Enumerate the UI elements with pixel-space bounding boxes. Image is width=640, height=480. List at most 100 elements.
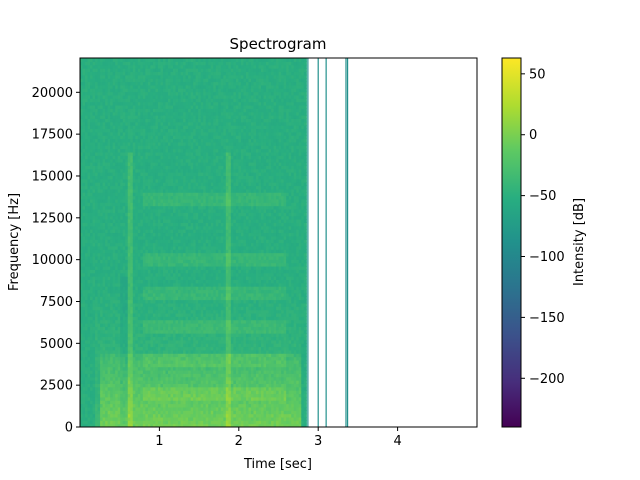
spectrogram-cell <box>178 115 182 119</box>
spectrogram-cell <box>120 195 124 200</box>
spectrogram-cell <box>140 366 144 371</box>
spectrogram-cell <box>102 279 106 284</box>
spectrogram-cell <box>87 306 91 311</box>
spectrogram-cell <box>162 329 167 334</box>
spectrogram-cell <box>190 289 194 294</box>
spectrogram-cell <box>107 420 111 425</box>
spectrogram-cell <box>95 276 99 280</box>
spectrogram-cell <box>175 416 179 421</box>
spectrogram-cell <box>170 376 174 381</box>
spectrogram-cell <box>82 232 86 237</box>
spectrogram-cell <box>150 161 154 166</box>
spectrogram-cell <box>112 168 116 173</box>
spectrogram-cell <box>127 168 131 173</box>
spectrogram-cell <box>147 229 151 234</box>
spectrogram-cell <box>152 71 157 76</box>
spectrogram-cell <box>105 319 109 324</box>
spectrogram-cell <box>80 219 84 223</box>
spectrogram-cell <box>173 312 177 317</box>
spectrogram-cell <box>82 376 86 381</box>
spectrogram-cell <box>105 369 109 374</box>
spectrogram-cell <box>122 309 126 314</box>
spectrogram-cell <box>87 255 91 260</box>
spectrogram-cell <box>127 98 131 103</box>
spectrogram-cell <box>162 178 167 183</box>
spectrogram-cell <box>132 255 136 260</box>
spectrogram-cell <box>165 306 169 311</box>
spectrogram-cell <box>120 373 124 378</box>
spectrogram-cell <box>122 138 126 143</box>
spectrogram-cell <box>137 202 141 207</box>
spectrogram-cell <box>100 88 104 93</box>
spectrogram-cell <box>122 151 126 156</box>
spectrogram-cell <box>127 135 131 140</box>
spectrogram-cell <box>170 71 174 76</box>
spectrogram-cell <box>180 115 184 119</box>
spectrogram-cell <box>175 363 179 368</box>
spectrogram-cell <box>178 202 182 207</box>
spectrogram-cell <box>127 71 131 76</box>
spectrogram-cell <box>145 423 149 427</box>
spectrogram-cell <box>127 255 131 260</box>
spectrogram-cell <box>190 61 194 66</box>
spectrogram-cell <box>157 390 162 395</box>
spectrogram-cell <box>193 356 197 361</box>
spectrogram-cell <box>117 101 121 106</box>
spectrogram-cell <box>117 68 121 73</box>
spectrogram-cell <box>125 195 129 200</box>
spectrogram-cell <box>188 172 192 176</box>
spectrogram-cell <box>183 373 187 378</box>
spectrogram-cell <box>185 336 189 341</box>
spectrogram-cell <box>140 363 144 368</box>
spectrogram-cell <box>137 403 141 408</box>
spectrogram-cell <box>117 111 121 116</box>
spectrogram-cell <box>80 108 84 113</box>
spectrogram-cell <box>80 145 84 150</box>
spectrogram-cell <box>175 356 179 361</box>
spectrogram-cell <box>132 84 136 89</box>
spectrogram-cell <box>105 118 109 123</box>
spectrogram-cell <box>160 108 164 113</box>
spectrogram-cell <box>188 359 192 364</box>
spectrogram-cell <box>102 319 106 324</box>
spectrogram-cell <box>140 202 144 207</box>
spectrogram-cell <box>85 168 89 173</box>
spectrogram-cell <box>125 249 129 254</box>
spectrogram-cell <box>162 71 167 76</box>
spectrogram-cell <box>90 81 94 86</box>
spectrogram-cell <box>168 148 172 153</box>
spectrogram-cell <box>162 316 167 321</box>
spectrogram-cell <box>162 229 167 234</box>
spectrogram-cell <box>155 111 159 116</box>
spectrogram-cell <box>168 225 172 230</box>
spectrogram-cell <box>120 316 124 321</box>
spectrogram-cell <box>152 333 157 338</box>
spectrogram-cell <box>97 158 101 163</box>
spectrogram-cell <box>162 312 167 317</box>
spectrogram-cell <box>130 115 134 119</box>
spectrogram-cell <box>157 158 162 163</box>
spectrogram-cell <box>185 349 189 354</box>
spectrogram-cell <box>173 255 177 260</box>
spectrogram-cell <box>155 104 159 109</box>
spectrogram-cell <box>142 205 146 210</box>
spectrogram-cell <box>160 292 164 297</box>
spectrogram-cell <box>170 78 174 83</box>
spectrogram-cell <box>175 410 179 415</box>
spectrogram-cell <box>193 403 197 408</box>
spectrogram-cell <box>100 175 104 180</box>
spectrogram-cell <box>135 101 139 106</box>
spectrogram-cell <box>157 423 162 427</box>
spectrogram-cell <box>173 336 177 341</box>
spectrogram-cell <box>145 239 149 244</box>
spectrogram-cell <box>107 225 111 230</box>
spectrogram-cell <box>105 165 109 170</box>
spectrogram-cell <box>168 195 172 200</box>
spectrogram-cell <box>145 155 149 160</box>
spectrogram-cell <box>117 155 121 160</box>
spectrogram-cell <box>127 423 131 427</box>
spectrogram-cell <box>152 359 157 364</box>
spectrogram-cell <box>85 393 89 398</box>
spectrogram-cell <box>115 343 119 348</box>
spectrogram-cell <box>173 252 177 257</box>
